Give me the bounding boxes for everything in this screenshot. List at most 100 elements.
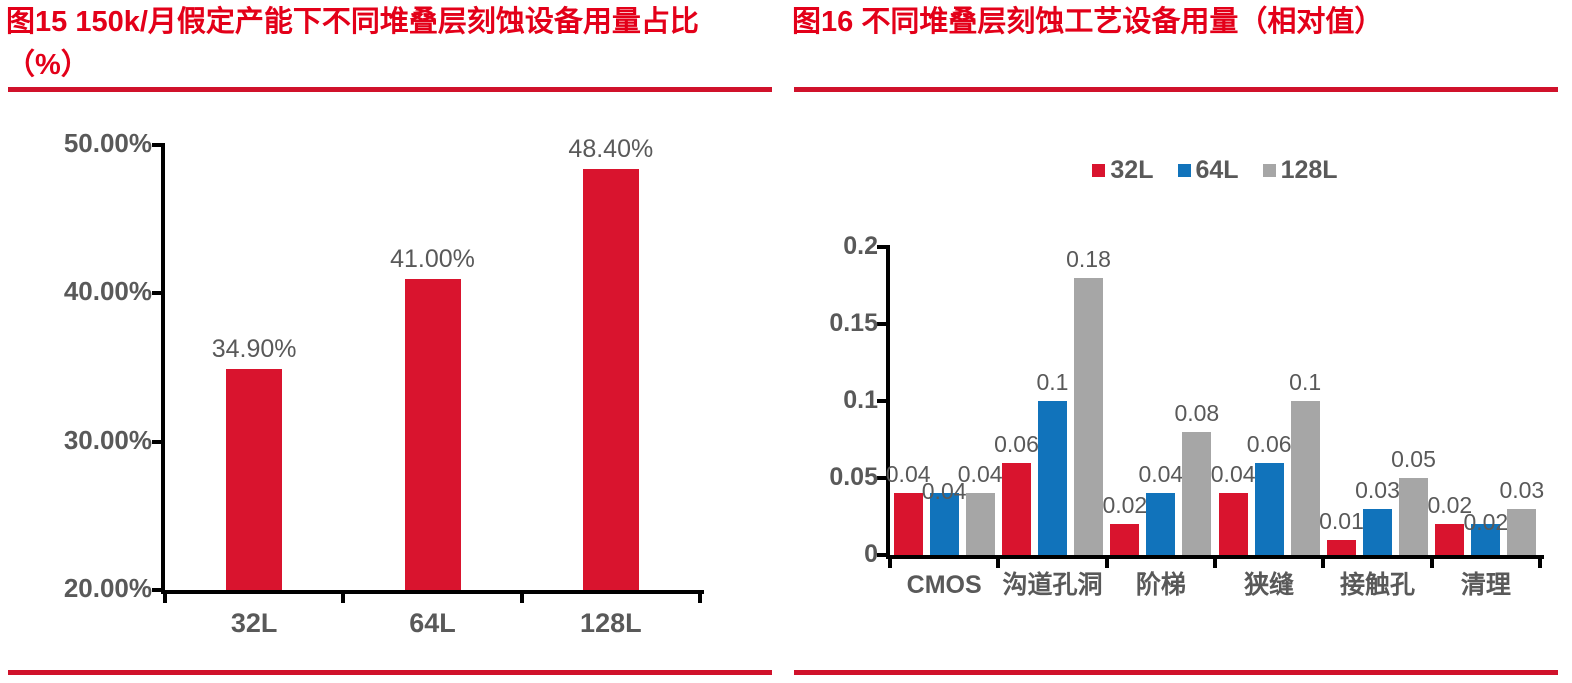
x-tick-mark [1538, 555, 1542, 568]
bar-CMOS-128L [965, 493, 995, 555]
bar-清理-128L [1507, 508, 1537, 555]
data-label: 0.03 [1355, 476, 1400, 503]
y-axis-line [161, 143, 165, 594]
bar-狭缝-64L [1254, 462, 1284, 555]
bar-阶梯-128L [1182, 431, 1212, 555]
x-category-label: 128L [580, 608, 642, 638]
y-tick-label: 0 [864, 539, 878, 568]
data-label: 0.04 [957, 461, 1003, 488]
x-tick-mark [1104, 555, 1109, 568]
data-label: 0.04 [1210, 461, 1256, 488]
x-tick-mark [1429, 555, 1434, 568]
legend-label: 64L [1195, 156, 1239, 184]
data-label: 0.02 [1427, 492, 1473, 519]
chart-legend: 32L 64L 128L [890, 156, 1540, 185]
bar-接触孔-128L [1399, 478, 1428, 555]
bar-阶梯-32L [1110, 524, 1140, 555]
figure16-bottom-rule [794, 670, 1558, 675]
y-tick-mark [152, 588, 161, 592]
bar-64L-series [404, 278, 461, 590]
x-tick-mark [1213, 555, 1217, 568]
figure15-bottom-rule [8, 670, 772, 675]
bar-清理-64L [1471, 524, 1501, 555]
data-label: 0.06 [1246, 430, 1292, 457]
data-label: 0.04 [885, 461, 931, 488]
y-tick-label: 40.00% [63, 276, 152, 307]
x-tick-mark [341, 590, 346, 603]
y-tick-label: 50.00% [63, 127, 152, 158]
data-label: 48.40% [568, 134, 654, 163]
data-label: 0.1 [1036, 369, 1069, 395]
data-label: 0.06 [994, 430, 1039, 457]
bar-CMOS-32L [893, 493, 923, 555]
y-tick-label: 0.05 [829, 462, 878, 491]
figure16-grouped-bar-chart: 32L 64L 128L 0 0.05 0.1 0.15 0.2 CMOS 沟道孔洞 阶梯 狭缝 接触孔… [786, 0, 1572, 683]
bar-128L-series [582, 168, 639, 590]
data-label: 0.03 [1499, 476, 1545, 503]
y-tick-label: 0.15 [829, 308, 878, 337]
legend-label: 128L [1280, 156, 1338, 184]
bar-清理-32L [1435, 524, 1465, 555]
figure15-panel: 图15 150k/月假定产能下不同堆叠层刻蚀设备用量占比 （%） 20.00% 3… [6, 1, 772, 675]
bar-沟道孔洞-64L [1038, 401, 1067, 555]
data-label: 0.18 [1066, 245, 1111, 272]
data-label: 0.02 [1463, 509, 1509, 536]
x-category-label: 32L [230, 608, 278, 638]
bar-接触孔-32L [1327, 539, 1356, 555]
figure16-title-rule [794, 87, 1558, 92]
x-tick-mark [996, 555, 1001, 568]
data-label: 0.04 [921, 478, 967, 505]
x-category-label: 接触孔 [1339, 571, 1415, 599]
legend-item-128L: 128L [1262, 156, 1338, 185]
bar-CMOS-64L [929, 493, 959, 555]
y-tick-label: 0.2 [843, 231, 878, 260]
figure15-title-rule [8, 87, 772, 92]
data-label: 0.04 [1138, 461, 1184, 488]
legend-label: 32L [1110, 156, 1154, 184]
y-tick-mark [152, 291, 161, 296]
y-tick-label: 0.1 [843, 385, 878, 414]
x-category-label: 清理 [1460, 571, 1511, 599]
figure16-title: 图16 不同堆叠层刻蚀工艺设备用量（相对值） [792, 1, 1558, 44]
bar-沟道孔洞-32L [1002, 462, 1031, 555]
y-tick-mark [152, 143, 161, 147]
y-axis-line [886, 245, 890, 559]
y-tick-mark [152, 439, 161, 444]
figure16-title-line1: 图16 不同堆叠层刻蚀工艺设备用量（相对值） [792, 6, 1384, 38]
legend-swatch-128L [1262, 164, 1276, 177]
y-tick-mark [877, 476, 886, 480]
data-label: 0.02 [1102, 492, 1148, 519]
figure15-title-line2: （%） [6, 49, 90, 81]
data-label: 41.00% [390, 244, 475, 273]
bar-阶梯-64L [1146, 493, 1176, 555]
bar-32L-series [226, 368, 283, 590]
data-label: 0.01 [1319, 507, 1364, 534]
x-tick-mark [1321, 555, 1326, 568]
data-label: 34.90% [211, 334, 297, 363]
y-tick-mark [877, 399, 886, 403]
x-axis-line [161, 590, 704, 594]
x-category-label: CMOS [906, 571, 982, 599]
figure15-bar-chart: 20.00% 30.00% 40.00% 50.00% 32L 64L 128L 34.90%… [63, 127, 704, 638]
data-label: 0.05 [1391, 446, 1436, 472]
x-category-label: 64L [409, 608, 456, 638]
x-category-label: 狭缝 [1244, 571, 1295, 599]
y-tick-mark [877, 245, 886, 249]
x-category-label: 阶梯 [1135, 571, 1186, 599]
figure15-title-line1: 图15 150k/月假定产能下不同堆叠层刻蚀设备用量占比 [6, 6, 699, 38]
legend-item-32L: 32L [1092, 156, 1154, 185]
y-tick-mark [877, 322, 886, 326]
bar-接触孔-64L [1363, 508, 1392, 555]
figure15-title: 图15 150k/月假定产能下不同堆叠层刻蚀设备用量占比 （%） [6, 1, 772, 87]
y-tick-label: 30.00% [63, 424, 152, 455]
bar-狭缝-32L [1218, 493, 1248, 555]
y-tick-mark [877, 553, 886, 557]
x-tick-mark [519, 590, 524, 603]
legend-swatch-64L [1177, 164, 1191, 177]
x-tick-mark [698, 590, 702, 603]
x-category-label: 沟道孔洞 [1002, 571, 1103, 599]
bar-狭缝-128L [1290, 401, 1320, 555]
y-tick-label: 20.00% [63, 572, 152, 603]
data-label: 0.08 [1174, 399, 1220, 426]
